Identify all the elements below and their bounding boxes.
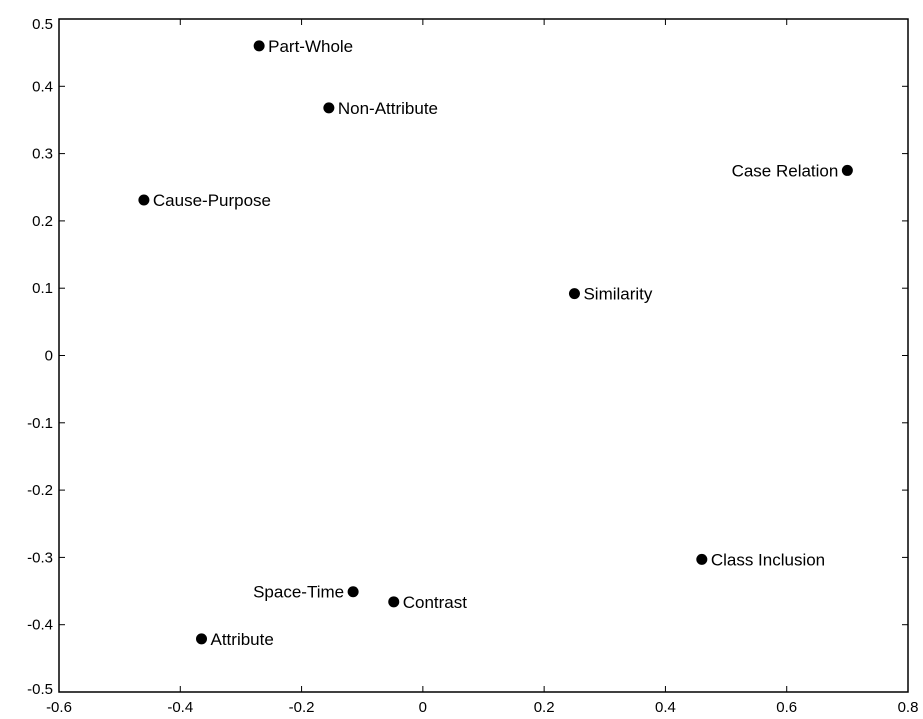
x-tick-label: 0.8 — [898, 699, 919, 716]
point-label: Space-Time — [253, 583, 344, 602]
data-point — [696, 553, 708, 565]
y-tick-label: -0.1 — [27, 415, 53, 432]
y-tick-label: -0.2 — [27, 482, 53, 499]
data-point — [253, 40, 265, 52]
x-tick-label: 0.6 — [776, 699, 797, 716]
y-tick-label: 0.1 — [32, 280, 53, 297]
data-point — [347, 586, 359, 598]
data-point — [323, 102, 335, 114]
point-label: Case Relation — [732, 161, 839, 180]
point-label: Part-Whole — [268, 37, 353, 56]
data-point — [388, 596, 400, 608]
y-axis: 0.5 0.4 0.3 0.2 0.1 0 -0.1 -0.2 -0.3 -0.4 -0.5 — [27, 16, 908, 698]
plot-frame — [58, 18, 909, 693]
data-point — [138, 194, 150, 206]
y-tick-label: 0.3 — [32, 146, 53, 163]
y-tick-label: 0.2 — [32, 213, 53, 230]
x-tick-label: 0.2 — [534, 699, 555, 716]
y-tick-label: -0.5 — [27, 681, 53, 698]
point-label: Class Inclusion — [711, 550, 825, 569]
x-tick-label: 0 — [419, 699, 427, 716]
data-point — [196, 633, 208, 645]
y-tick-label: -0.3 — [27, 549, 53, 566]
y-tick-label: 0.5 — [32, 16, 53, 33]
point-label: Contrast — [403, 593, 468, 612]
point-label: Non-Attribute — [338, 99, 438, 118]
y-tick-label: 0 — [45, 348, 53, 365]
data-point — [841, 164, 853, 176]
y-tick-label: 0.4 — [32, 78, 53, 95]
point-label: Similarity — [583, 285, 652, 304]
x-tick-label: -0.4 — [167, 699, 193, 716]
y-tick-label: -0.4 — [27, 617, 53, 634]
x-axis: -0.6 -0.4 -0.2 0 0.2 0.4 0.6 0.8 — [46, 19, 918, 716]
x-tick-label: -0.2 — [289, 699, 315, 716]
data-points: Part-Whole Non-Attribute Case Relation Caus… — [138, 37, 853, 649]
x-tick-label: -0.6 — [46, 699, 72, 716]
data-point — [568, 288, 580, 300]
x-tick-label: 0.4 — [655, 699, 676, 716]
point-label: Cause-Purpose — [153, 191, 271, 210]
point-label: Attribute — [211, 630, 274, 649]
